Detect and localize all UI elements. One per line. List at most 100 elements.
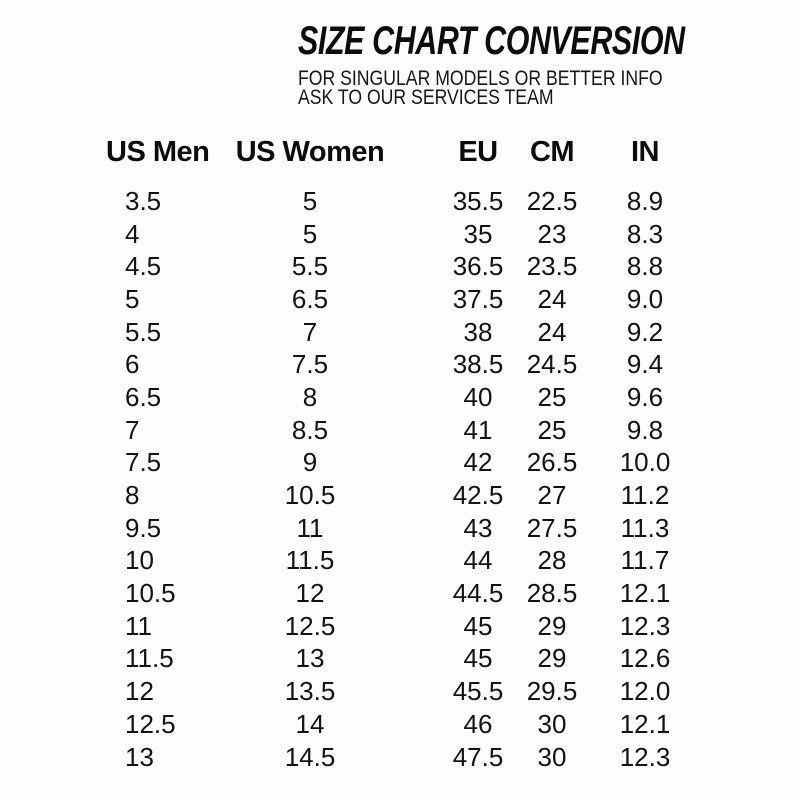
table-cell: 30	[537, 708, 567, 739]
table-row: 9.5 11 43 27.5 11.3	[100, 512, 700, 545]
table-cell: 11.2	[620, 480, 670, 511]
table-cell: 6	[125, 349, 140, 380]
table-body: 3.5 5 35.5 22.5 8.9 4 5 35 23 8.3 4.5 5.5 36.5 23.5 8.…	[100, 185, 700, 773]
table-cell: 44.5	[452, 578, 504, 609]
table-cell: 11	[296, 512, 324, 543]
table-row: 13 14.5 47.5 30 12.3	[100, 741, 700, 774]
table-row: 10 11.5 44 28 11.7	[100, 545, 700, 578]
table-cell: 40	[463, 381, 493, 412]
table-cell: 12	[125, 676, 154, 707]
table-cell: 12.5	[284, 610, 336, 641]
table-cell: 22.5	[526, 185, 578, 216]
table-row: 11 12.5 45 29 12.3	[100, 610, 700, 643]
table-cell: 8.8	[626, 251, 664, 282]
table-cell: 24	[537, 316, 567, 347]
table-cell: 9	[302, 447, 318, 478]
table-cell: 35.5	[452, 185, 504, 216]
table-row: 11.5 13 45 29 12.6	[100, 643, 700, 676]
table-cell: 44	[463, 545, 493, 576]
table-cell: 14	[295, 708, 325, 739]
table-header-row: US Men US Women EU CM IN	[100, 136, 700, 169]
table-cell: 9.5	[125, 512, 162, 543]
table-cell: 38.5	[452, 349, 504, 380]
table-cell: 45.5	[452, 676, 504, 707]
table-cell: 28	[537, 545, 567, 576]
table-cell: 29	[537, 643, 567, 674]
table-cell: 9.6	[626, 381, 664, 412]
column-header-us-women: US Women	[235, 136, 385, 168]
table-cell: 12.3	[619, 610, 671, 641]
table-cell: 27	[537, 480, 567, 511]
table-cell: 14.5	[284, 741, 336, 772]
table-cell: 9.4	[626, 349, 664, 380]
table-row: 5.5 7 38 24 9.2	[100, 316, 700, 349]
table-cell: 35	[463, 218, 493, 249]
table-cell: 10.0	[619, 447, 671, 478]
table-cell: 29	[537, 610, 567, 641]
page-title: SIZE CHART CONVERSION	[298, 19, 685, 63]
table-cell: 11.7	[620, 545, 670, 576]
table-cell: 12.5	[125, 708, 176, 739]
table-row: 4.5 5.5 36.5 23.5 8.8	[100, 250, 700, 283]
table-cell: 6.5	[291, 283, 329, 314]
page-subtitle: FOR SINGULAR MODELS OR BETTER INFO ASK T…	[298, 67, 725, 109]
subtitle-line-1: FOR SINGULAR MODELS OR BETTER INFO	[298, 67, 663, 90]
table-cell: 5	[302, 218, 318, 249]
table-cell: 12.1	[619, 578, 671, 609]
table-cell: 38	[463, 316, 493, 347]
table-cell: 9.8	[626, 414, 664, 445]
table-cell: 26.5	[526, 447, 578, 478]
table-cell: 13	[125, 741, 154, 772]
size-table: US Men US Women EU CM IN 3.5 5 35.5 22.5 8.9 4 5 35…	[100, 136, 700, 773]
table-row: 12 13.5 45.5 29.5 12.0	[100, 675, 700, 708]
table-cell: 13	[295, 643, 325, 674]
table-row: 10.5 12 44.5 28.5 12.1	[100, 577, 700, 610]
table-cell: 13.5	[284, 676, 336, 707]
table-cell: 12.6	[619, 643, 671, 674]
table-cell: 23.5	[526, 251, 578, 282]
table-cell: 9.0	[626, 283, 664, 314]
table-cell: 46	[463, 708, 493, 739]
table-cell: 8	[125, 480, 140, 511]
table-row: 6 7.5 38.5 24.5 9.4	[100, 348, 700, 381]
table-cell: 9.2	[626, 316, 664, 347]
table-row: 5 6.5 37.5 24 9.0	[100, 283, 700, 316]
table-cell: 37.5	[452, 283, 504, 314]
table-cell: 10.5	[284, 480, 336, 511]
column-header-us-men: US Men	[106, 136, 210, 168]
table-cell: 5.5	[291, 251, 329, 282]
table-cell: 7.5	[291, 349, 329, 380]
table-cell: 12.3	[619, 741, 671, 772]
table-cell: 8.5	[291, 414, 329, 445]
table-cell: 5	[125, 283, 140, 314]
table-cell: 12.1	[619, 708, 671, 739]
table-cell: 27.5	[526, 512, 578, 543]
table-cell: 47.5	[452, 741, 504, 772]
header-block: SIZE CHART CONVERSION FOR SINGULAR MODEL…	[298, 19, 800, 109]
table-cell: 8	[302, 381, 318, 412]
table-row: 7.5 9 42 26.5 10.0	[100, 447, 700, 480]
table-cell: 45	[463, 643, 493, 674]
table-cell: 8.3	[626, 218, 664, 249]
table-cell: 7	[302, 316, 318, 347]
table-cell: 25	[537, 381, 567, 412]
table-row: 3.5 5 35.5 22.5 8.9	[100, 185, 700, 218]
table-cell: 45	[463, 610, 493, 641]
table-cell: 24	[537, 283, 567, 314]
subtitle-line-2: ASK TO OUR SERVICES TEAM	[298, 86, 554, 109]
table-cell: 3.5	[125, 185, 162, 216]
table-cell: 11.3	[620, 512, 670, 543]
table-cell: 10.5	[125, 578, 176, 609]
table-cell: 12.0	[619, 676, 671, 707]
table-row: 8 10.5 42.5 27 11.2	[100, 479, 700, 512]
table-row: 4 5 35 23 8.3	[100, 218, 700, 251]
table-cell: 11.5	[125, 643, 174, 674]
column-header-in: IN	[631, 136, 660, 168]
table-cell: 7.5	[125, 447, 162, 478]
table-cell: 11.5	[285, 545, 335, 576]
table-cell: 23	[537, 218, 567, 249]
table-cell: 6.5	[125, 381, 162, 412]
table-cell: 4	[125, 218, 140, 249]
table-cell: 5	[302, 185, 318, 216]
